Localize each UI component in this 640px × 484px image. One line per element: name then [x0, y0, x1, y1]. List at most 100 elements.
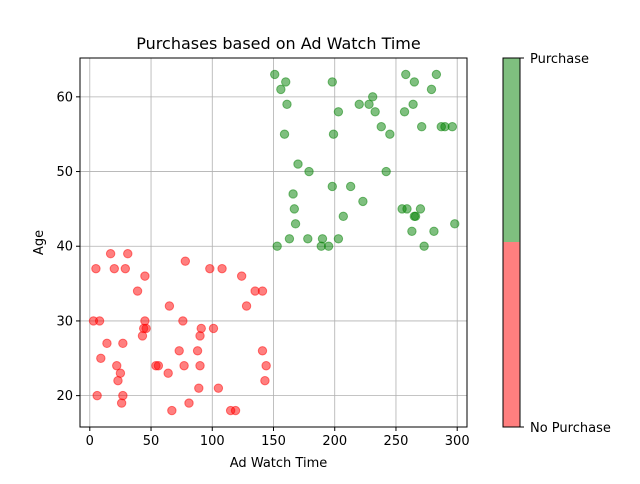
data-point-purchase: [293, 159, 303, 169]
data-point-no-purchase: [118, 390, 128, 401]
data-point-purchase: [284, 234, 295, 244]
colorbar: Purchase No Purchase: [502, 52, 611, 436]
x-tick-label: 150: [261, 434, 286, 449]
data-point-purchase: [327, 77, 337, 87]
data-point-purchase: [410, 211, 421, 222]
colorbar-label-purchase: Purchase: [530, 52, 589, 67]
data-point-no-purchase: [94, 316, 105, 326]
data-point-purchase: [270, 69, 280, 80]
y-tick-label: 60: [56, 90, 73, 105]
data-point-no-purchase: [164, 301, 175, 311]
data-point-no-purchase: [96, 353, 106, 363]
data-point-purchase: [416, 122, 427, 132]
data-point-no-purchase: [105, 249, 116, 259]
data-point-purchase: [272, 241, 282, 251]
data-point-no-purchase: [230, 405, 241, 416]
data-point-purchase: [385, 129, 395, 139]
data-point-no-purchase: [109, 263, 119, 274]
data-point-no-purchase: [92, 390, 102, 401]
chart-title: Purchases based on Ad Watch Time: [136, 34, 420, 53]
x-tick-label: 50: [143, 434, 160, 449]
data-point-no-purchase: [102, 338, 112, 349]
data-point-no-purchase: [217, 263, 227, 274]
data-point-no-purchase: [194, 383, 204, 393]
data-point-purchase: [282, 99, 292, 110]
data-point-no-purchase: [132, 286, 143, 296]
data-point-purchase: [354, 99, 364, 110]
data-point-purchase: [364, 99, 374, 110]
data-point-no-purchase: [118, 338, 128, 349]
data-point-purchase: [304, 166, 314, 177]
x-tick-label: 200: [322, 434, 347, 449]
x-tick-label: 0: [86, 434, 94, 449]
x-tick-label: 100: [200, 434, 225, 449]
data-point-purchase: [381, 166, 391, 177]
data-point-no-purchase: [257, 286, 268, 296]
colorbar-frame: [502, 57, 521, 428]
data-point-no-purchase: [236, 271, 247, 281]
x-tick-label: 300: [445, 434, 470, 449]
data-point-purchase: [447, 122, 458, 132]
data-point-no-purchase: [167, 405, 177, 416]
data-point-purchase: [328, 129, 339, 139]
data-point-no-purchase: [260, 375, 270, 386]
colorbar-purchase-segment: [503, 58, 520, 242]
data-point-no-purchase: [153, 361, 164, 371]
data-point-purchase: [401, 69, 411, 80]
data-point-purchase: [407, 226, 417, 236]
data-point-no-purchase: [120, 263, 131, 274]
y-axis-label: Age: [32, 230, 47, 255]
data-point-no-purchase: [241, 301, 252, 311]
data-point-purchase: [429, 226, 439, 236]
data-point-no-purchase: [178, 316, 188, 326]
data-point-purchase: [431, 69, 442, 80]
data-point-purchase: [276, 84, 286, 95]
y-tick-label: 40: [56, 240, 73, 255]
data-point-no-purchase: [115, 368, 126, 378]
data-point-purchase: [338, 211, 349, 222]
y-tick-label: 50: [56, 165, 73, 180]
data-point-purchase: [358, 196, 368, 207]
data-point-purchase: [408, 99, 418, 110]
data-point-no-purchase: [174, 346, 184, 356]
data-point-purchase: [288, 189, 298, 199]
data-point-no-purchase: [123, 249, 133, 259]
data-point-no-purchase: [91, 263, 101, 274]
x-tick-label: 250: [384, 434, 409, 449]
data-point-purchase: [450, 219, 460, 229]
data-point-no-purchase: [112, 361, 122, 371]
colorbar-no-purchase-segment: [503, 242, 520, 427]
data-point-no-purchase: [179, 361, 189, 371]
data-point-purchase: [333, 107, 344, 117]
data-point-purchase: [419, 241, 429, 251]
data-point-no-purchase: [196, 323, 206, 334]
data-point-no-purchase: [163, 368, 173, 378]
data-point-purchase: [290, 219, 301, 229]
data-point-purchase: [333, 234, 344, 244]
y-tick-label: 30: [56, 314, 73, 329]
data-point-purchase: [345, 181, 356, 192]
data-point-purchase: [426, 84, 437, 95]
data-point-no-purchase: [180, 256, 191, 266]
data-points: [88, 69, 460, 416]
data-point-purchase: [281, 77, 291, 87]
data-point-purchase: [399, 107, 410, 117]
axis-ticks: 0 50 100 150 200 250 300 20 30 40 50 60: [56, 90, 469, 449]
data-point-no-purchase: [192, 346, 203, 356]
x-axis-label: Ad Watch Time: [230, 456, 327, 471]
data-point-purchase: [279, 129, 290, 139]
data-point-purchase: [289, 204, 300, 214]
data-point-no-purchase: [261, 361, 271, 371]
data-point-no-purchase: [140, 271, 150, 281]
data-point-purchase: [327, 181, 337, 192]
data-point-no-purchase: [208, 323, 219, 334]
data-point-purchase: [415, 204, 426, 214]
data-point-no-purchase: [205, 263, 215, 274]
data-point-purchase: [367, 92, 378, 102]
data-point-no-purchase: [141, 323, 151, 334]
data-point-purchase: [303, 234, 313, 244]
colorbar-label-no-purchase: No Purchase: [530, 421, 611, 436]
y-tick-label: 20: [56, 389, 73, 404]
